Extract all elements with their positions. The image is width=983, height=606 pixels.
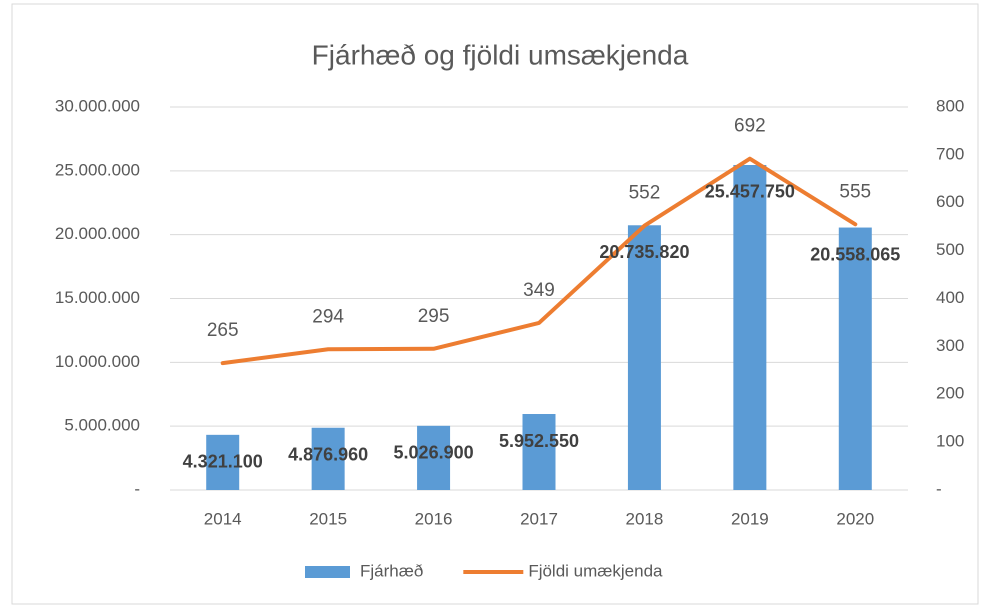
bar-value-label: 5.026.900 <box>394 443 474 463</box>
legend-swatch <box>305 566 350 578</box>
legend-label: Fjárhæð <box>360 561 423 580</box>
bar <box>733 164 767 491</box>
chart-frame <box>11 3 979 605</box>
x-tick-label: 2017 <box>520 509 558 528</box>
bar-value-label: 20.558.065 <box>810 244 900 264</box>
y-tick-label: - <box>134 479 140 498</box>
y-tick-label: 25.000.000 <box>55 160 140 179</box>
y2-tick-label: 600 <box>936 192 964 211</box>
x-tick-label: 2018 <box>626 509 664 528</box>
bar-value-label: 4.876.960 <box>288 444 368 464</box>
y-tick-label: 5.000.000 <box>64 416 140 435</box>
bar <box>417 425 451 490</box>
line-value-label: 349 <box>523 280 555 301</box>
y2-tick-label: 200 <box>936 384 964 403</box>
y-tick-label: 15.000.000 <box>55 288 140 307</box>
bar-value-label: 25.457.750 <box>705 182 795 202</box>
y2-tick-label: 500 <box>936 240 964 259</box>
line-value-label: 265 <box>207 320 239 341</box>
y2-tick-label: 400 <box>936 288 964 307</box>
chart-title: Fjárhæð og fjöldi umsækjenda <box>312 39 689 70</box>
bar-value-label: 5.952.550 <box>499 431 579 451</box>
y2-tick-label: 100 <box>936 432 964 451</box>
x-tick-label: 2016 <box>415 509 453 528</box>
line-value-label: 294 <box>312 306 344 327</box>
bar-value-label: 20.735.820 <box>599 242 689 262</box>
y-tick-label: 20.000.000 <box>55 224 140 243</box>
line <box>220 156 858 366</box>
x-tick-label: 2015 <box>309 509 347 528</box>
bar <box>627 225 661 490</box>
x-tick-label: 2019 <box>731 509 769 528</box>
line-value-label: 692 <box>734 116 766 137</box>
legend-label: Fjöldi umækjenda <box>528 561 663 580</box>
y-tick-label: 30.000.000 <box>55 96 140 115</box>
bar <box>838 227 872 490</box>
line-value-label: 555 <box>839 181 871 202</box>
line-value-label: 295 <box>418 306 450 327</box>
x-tick-label: 2020 <box>836 509 874 528</box>
y2-tick-label: 300 <box>936 336 964 355</box>
line-value-label: 552 <box>629 183 661 204</box>
y2-tick-label: - <box>936 479 942 498</box>
x-tick-label: 2014 <box>204 509 242 528</box>
y2-tick-label: 700 <box>936 144 964 163</box>
y2-tick-label: 800 <box>936 96 964 115</box>
y-tick-label: 10.000.000 <box>55 352 140 371</box>
bar-value-label: 4.321.100 <box>183 452 263 472</box>
bar <box>522 414 556 490</box>
bar <box>206 434 240 490</box>
bar <box>311 427 345 490</box>
